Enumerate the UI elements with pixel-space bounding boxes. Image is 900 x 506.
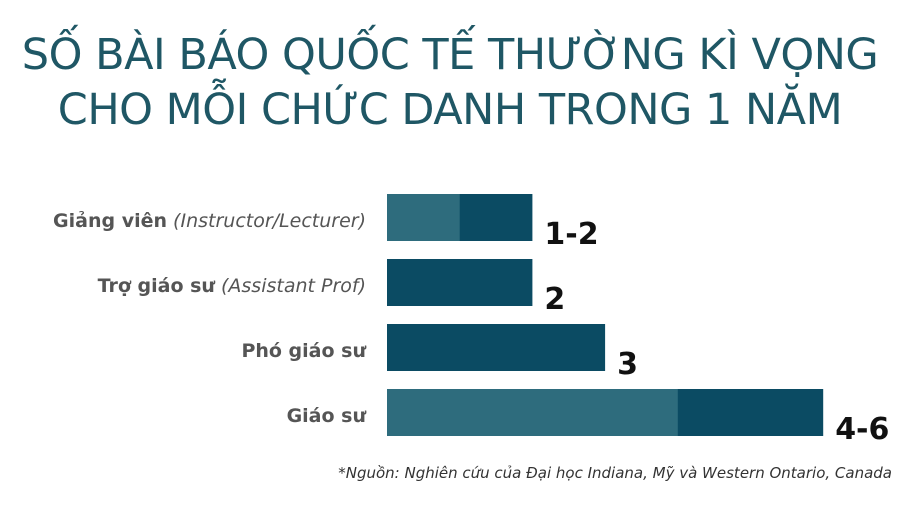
category-label-2: Trợ giáo sư (Assistant Prof) [98, 275, 366, 297]
title-line-1: SỐ BÀI BÁO QUỐC TẾ THƯỜNG KÌ VỌNG [21, 30, 879, 80]
value-label-1: 1-2 [544, 217, 598, 252]
chart-title: SỐ BÀI BÁO QUỐC TẾ THƯỜNG KÌ VỌNG CHO MỖ… [0, 28, 900, 138]
title-line-2: CHO MỖI CHỨC DANH TRONG 1 NĂM [57, 85, 843, 135]
value-label-3: 3 [617, 347, 638, 382]
category-label-1: Giảng viên (Instructor/Lecturer) [53, 210, 366, 232]
category-label-3: Phó giáo sư [241, 340, 366, 362]
bar-3 [387, 324, 606, 371]
value-label-2: 2 [544, 282, 565, 317]
bar-1-min-segment [387, 194, 460, 241]
source-note: *Nguồn: Nghiên cứu của Đại học Indiana, … [338, 464, 892, 482]
category-label-4: Giáo sư [287, 405, 367, 427]
bar-4-min-segment [387, 389, 678, 436]
bar-2 [387, 259, 533, 306]
value-label-4: 4-6 [835, 412, 889, 447]
